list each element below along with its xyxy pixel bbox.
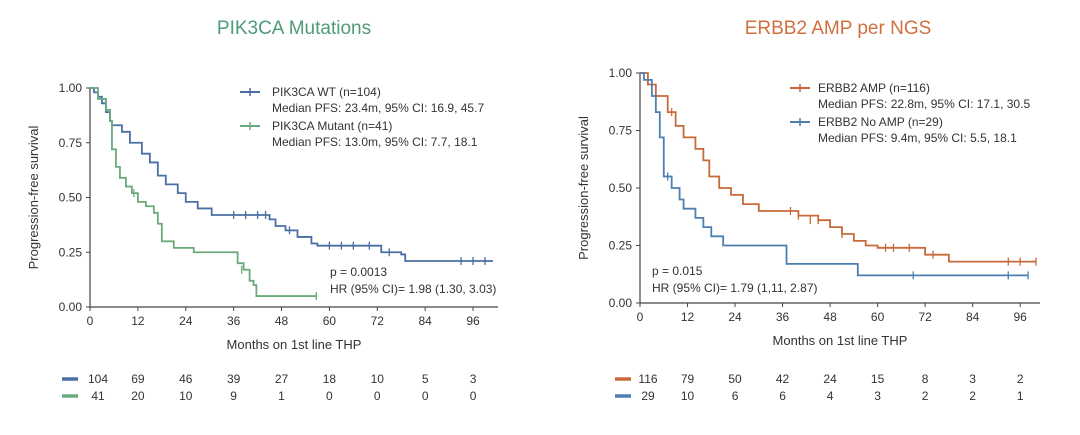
chart-title: ERBB2 AMP per NGS bbox=[745, 18, 932, 39]
at-risk-count: 41 bbox=[91, 389, 105, 403]
at-risk-count: 6 bbox=[779, 389, 786, 403]
y-axis-label: Progression-free survival bbox=[26, 126, 41, 270]
at-risk-count: 20 bbox=[131, 389, 145, 403]
at-risk-count: 10 bbox=[179, 389, 193, 403]
at-risk-count: 2 bbox=[1017, 372, 1024, 386]
y-tick-label: 0.00 bbox=[609, 296, 633, 310]
p-value: p = 0.0013 bbox=[330, 265, 387, 279]
x-axis-label: Months on 1st line THP bbox=[773, 333, 908, 348]
x-tick-label: 0 bbox=[637, 310, 644, 324]
x-tick-label: 72 bbox=[371, 314, 385, 328]
at-risk-count: 6 bbox=[732, 389, 739, 403]
y-tick-label: 0.75 bbox=[59, 136, 83, 150]
survival-curve-1 bbox=[90, 87, 493, 262]
km-panel-1: PIK3CA Mutations 0.00 0.25 0.50 0.75 1.00 0 12 2… bbox=[26, 18, 498, 403]
at-risk-count: 2 bbox=[969, 389, 976, 403]
at-risk-count: 116 bbox=[638, 372, 657, 386]
at-risk-count: 10 bbox=[681, 389, 695, 403]
at-risk-count: 46 bbox=[179, 372, 193, 386]
legend-detail: Median PFS: 9.4m, 95% CI: 5.5, 18.1 bbox=[818, 131, 1017, 145]
y-tick-label: 0.75 bbox=[609, 124, 633, 138]
x-tick-label: 96 bbox=[1013, 310, 1027, 324]
survival-curve-1 bbox=[640, 72, 1036, 263]
legend-label: PIK3CA WT (n=104) bbox=[272, 85, 381, 99]
x-tick-label: 84 bbox=[966, 310, 980, 324]
at-risk-count: 8 bbox=[922, 372, 929, 386]
at-risk-count: 9 bbox=[230, 389, 237, 403]
legend-label: PIK3CA Mutant (n=41) bbox=[272, 119, 392, 133]
x-tick-label: 0 bbox=[87, 314, 94, 328]
at-risk-count: 3 bbox=[874, 389, 881, 403]
x-tick-label: 12 bbox=[681, 310, 695, 324]
y-tick-label: 0.25 bbox=[609, 239, 633, 253]
at-risk-count: 0 bbox=[470, 389, 477, 403]
y-tick-label: 0.25 bbox=[59, 245, 83, 259]
at-risk-count: 1 bbox=[1017, 389, 1024, 403]
y-tick-label: 0.50 bbox=[609, 181, 633, 195]
hazard-ratio: HR (95% CI)= 1.98 (1.30, 3.03) bbox=[330, 282, 496, 296]
x-tick-label: 12 bbox=[131, 314, 145, 328]
x-axis-label: Months on 1st line THP bbox=[227, 337, 362, 352]
at-risk-count: 5 bbox=[422, 372, 429, 386]
x-tick-label: 36 bbox=[776, 310, 790, 324]
at-risk-count: 0 bbox=[326, 389, 333, 403]
at-risk-count: 0 bbox=[422, 389, 429, 403]
y-tick-label: 0.50 bbox=[59, 191, 83, 205]
at-risk-count: 39 bbox=[227, 372, 241, 386]
at-risk-count: 27 bbox=[275, 372, 289, 386]
legend-detail: Median PFS: 22.8m, 95% CI: 17.1, 30.5 bbox=[818, 97, 1030, 111]
legend-label: ERBB2 No AMP (n=29) bbox=[818, 115, 943, 129]
x-tick-label: 24 bbox=[179, 314, 193, 328]
at-risk-count: 2 bbox=[922, 389, 929, 403]
x-tick-label: 84 bbox=[418, 314, 432, 328]
at-risk-count: 18 bbox=[323, 372, 337, 386]
chart-title: PIK3CA Mutations bbox=[217, 18, 371, 39]
survival-curve-2 bbox=[640, 72, 1029, 277]
at-risk-count: 10 bbox=[371, 372, 385, 386]
at-risk-count: 69 bbox=[131, 372, 145, 386]
at-risk-count: 3 bbox=[969, 372, 976, 386]
at-risk-count: 79 bbox=[681, 372, 695, 386]
x-tick-label: 24 bbox=[728, 310, 742, 324]
x-tick-label: 96 bbox=[466, 314, 480, 328]
x-tick-label: 48 bbox=[275, 314, 289, 328]
at-risk-count: 1 bbox=[278, 389, 285, 403]
at-risk-count: 4 bbox=[827, 389, 834, 403]
x-tick-label: 48 bbox=[823, 310, 837, 324]
legend-label: ERBB2 AMP (n=116) bbox=[818, 81, 930, 95]
at-risk-count: 42 bbox=[776, 372, 790, 386]
y-tick-label: 1.00 bbox=[59, 81, 83, 95]
survival-curve-2 bbox=[90, 87, 317, 297]
at-risk-count: 3 bbox=[470, 372, 477, 386]
at-risk-count: 50 bbox=[728, 372, 742, 386]
p-value: p = 0.015 bbox=[652, 264, 703, 278]
y-axis-label: Progression-free survival bbox=[576, 116, 591, 260]
x-tick-label: 72 bbox=[918, 310, 932, 324]
hazard-ratio: HR (95% CI)= 1.79 (1,11, 2.87) bbox=[652, 281, 818, 295]
at-risk-count: 24 bbox=[823, 372, 837, 386]
at-risk-count: 0 bbox=[374, 389, 381, 403]
at-risk-count: 104 bbox=[88, 372, 108, 386]
x-tick-label: 60 bbox=[871, 310, 885, 324]
at-risk-count: 29 bbox=[641, 389, 655, 403]
y-tick-label: 1.00 bbox=[609, 66, 633, 80]
x-tick-label: 36 bbox=[227, 314, 241, 328]
y-tick-label: 0.00 bbox=[59, 300, 83, 314]
at-risk-count: 15 bbox=[871, 372, 885, 386]
legend-detail: Median PFS: 13.0m, 95% CI: 7.7, 18.1 bbox=[272, 135, 478, 149]
x-tick-label: 60 bbox=[323, 314, 337, 328]
legend-detail: Median PFS: 23.4m, 95% CI: 16.9, 45.7 bbox=[272, 101, 484, 115]
